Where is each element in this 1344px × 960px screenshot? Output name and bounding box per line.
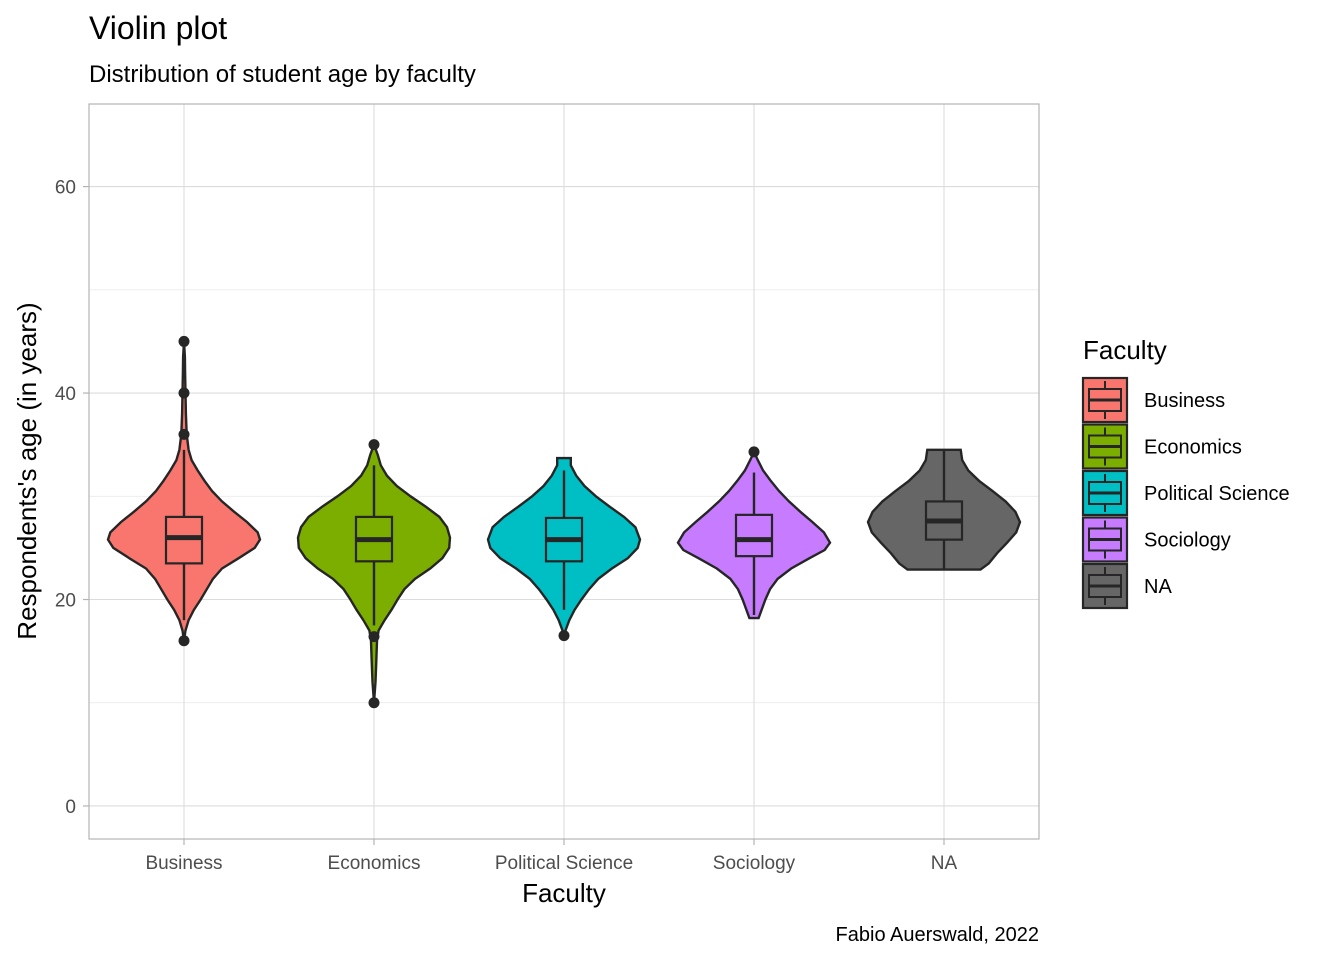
x-tick-label: Sociology — [713, 853, 796, 874]
outlier-point — [178, 387, 190, 399]
y-tick-label: 20 — [55, 591, 76, 612]
legend-label: Sociology — [1144, 530, 1231, 552]
violin-shape — [866, 448, 1022, 571]
y-tick-label: 0 — [65, 797, 76, 818]
outlier-point — [368, 439, 380, 451]
y-axis-ticks: 0 20 40 60 — [55, 178, 89, 818]
x-tick-label: Political Science — [495, 853, 633, 874]
legend-item: Sociology — [1081, 516, 1231, 563]
y-tick-label: 60 — [55, 178, 76, 199]
chart-caption: Fabio Auerswald, 2022 — [836, 924, 1039, 946]
outlier-point — [178, 635, 190, 647]
violin-business — [106, 335, 262, 647]
legend-label: Political Science — [1144, 483, 1290, 505]
chart-subtitle: Distribution of student age by faculty — [89, 61, 476, 88]
violin-political-science — [486, 456, 642, 642]
violin-shape — [486, 456, 642, 640]
legend-label: Business — [1144, 390, 1225, 412]
outlier-point — [368, 697, 380, 709]
y-tick-label: 40 — [55, 384, 76, 405]
outlier-point — [558, 630, 570, 642]
x-axis-ticks: Business Economics Political Science Sociol… — [145, 839, 958, 874]
legend-item: Business — [1081, 376, 1225, 424]
violins — [106, 335, 1022, 709]
outlier-point — [368, 631, 380, 643]
legend-item: Economics — [1081, 423, 1242, 470]
outlier-point — [748, 446, 760, 458]
legend-label: Economics — [1144, 437, 1242, 459]
legend-label: NA — [1144, 576, 1172, 598]
outlier-point — [178, 428, 190, 440]
outlier-point — [178, 335, 190, 347]
iqr-box — [734, 513, 774, 558]
violin-economics — [296, 439, 452, 709]
legend-item: NA — [1081, 562, 1172, 610]
violin-sociology — [676, 446, 832, 620]
x-tick-label: Business — [145, 853, 222, 874]
x-tick-label: NA — [931, 853, 958, 874]
legend-title: Faculty — [1083, 335, 1167, 365]
chart-title: Violin plot — [89, 10, 227, 46]
x-tick-label: Economics — [328, 853, 421, 874]
iqr-box — [164, 515, 204, 565]
violin-na — [866, 448, 1022, 571]
legend-item: Political Science — [1081, 469, 1290, 517]
x-axis-title: Faculty — [522, 878, 606, 908]
y-axis-title: Respondents's age (in years) — [12, 302, 42, 639]
legend: Business Economics Political Science Sociol… — [1081, 376, 1290, 610]
